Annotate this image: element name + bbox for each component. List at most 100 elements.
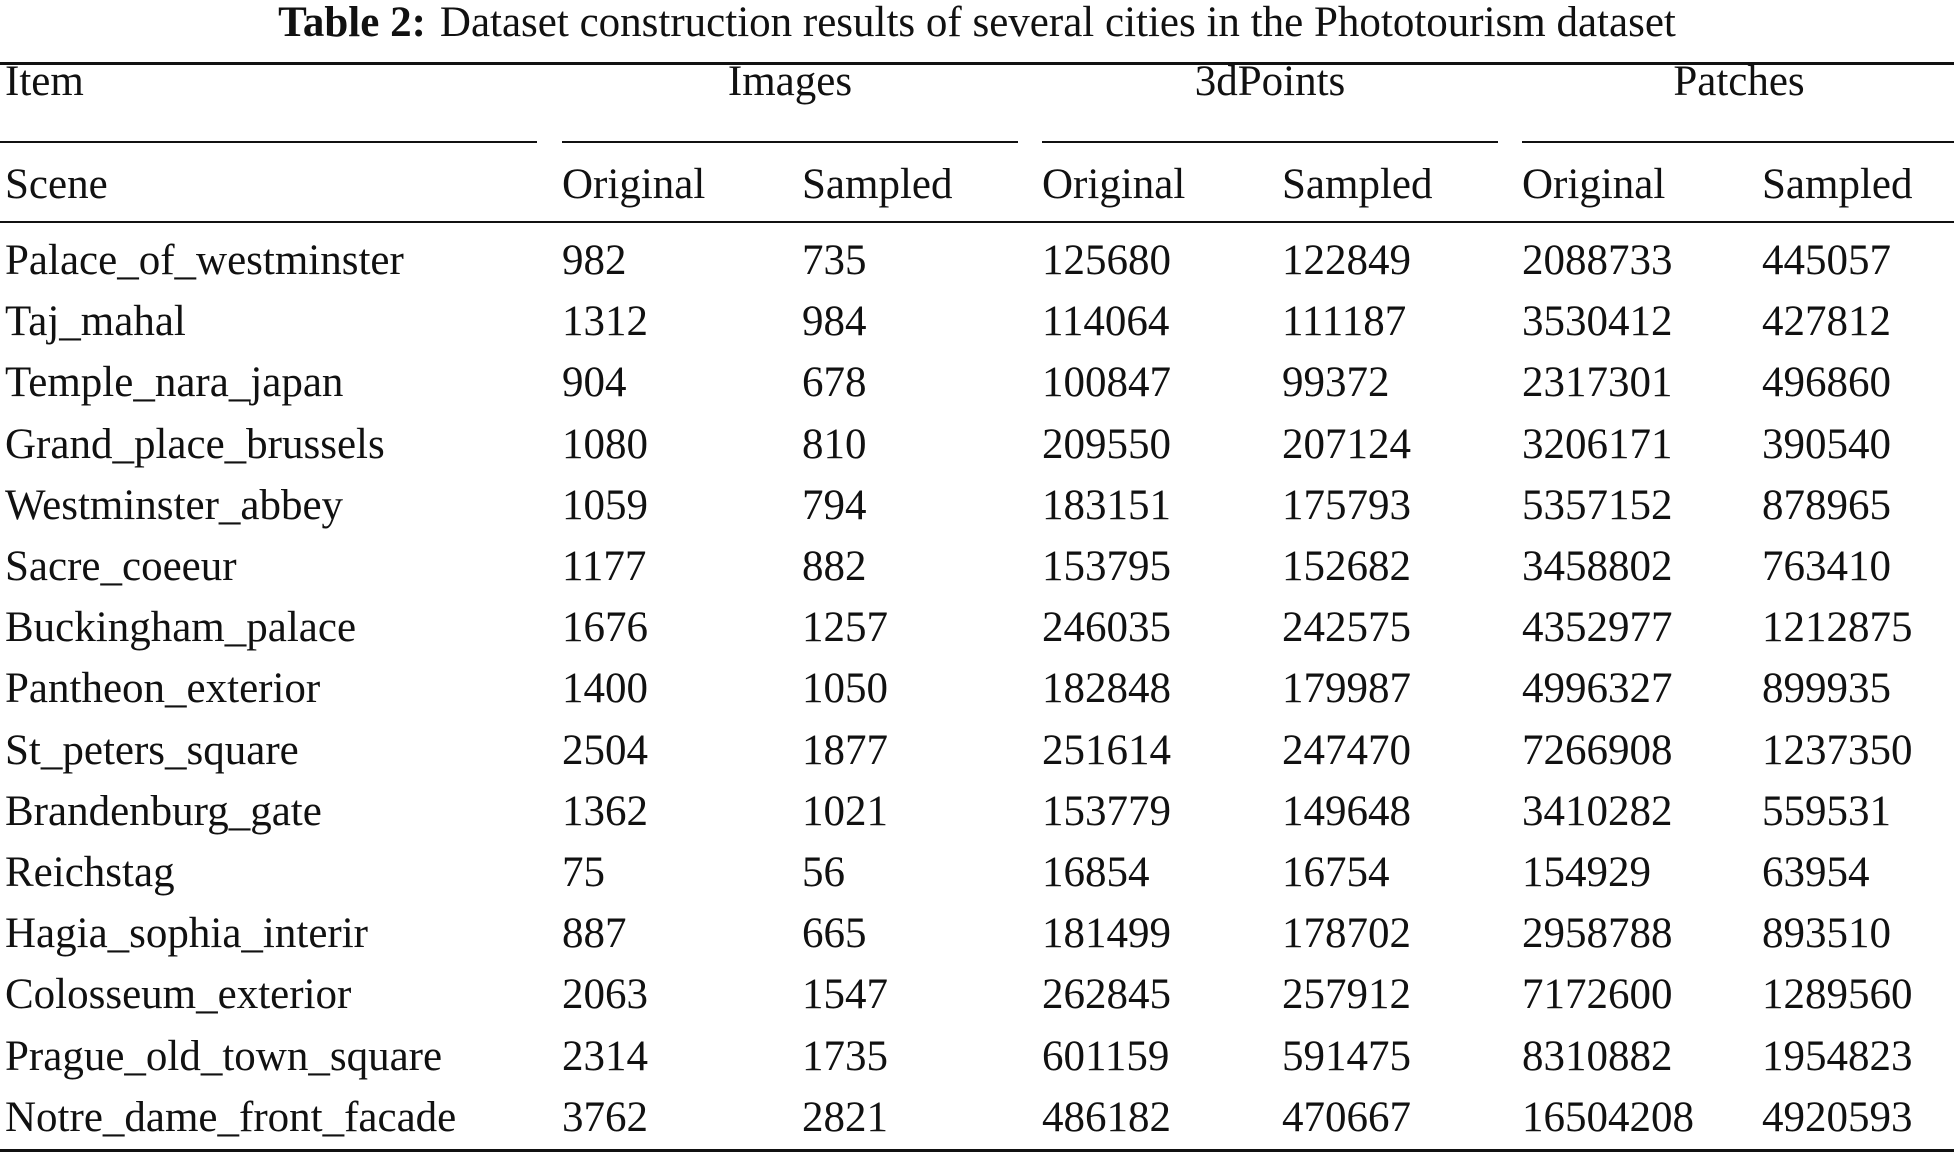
cell-scene: Brandenburg_gate [5,788,322,835]
cell-images-original: 887 [562,910,627,957]
cell-patches-original: 3206171 [1522,421,1673,468]
cell-images-original: 1312 [562,298,648,345]
header-rule [0,221,1954,223]
cell-patches-original: 3458802 [1522,543,1673,590]
cell-3dpoints-sampled: 242575 [1282,604,1411,651]
cell-3dpoints-original: 153779 [1042,788,1171,835]
table-caption: Table 2: Dataset construction results of … [0,0,1954,56]
cell-scene: St_peters_square [5,727,299,774]
patches-group-rule [1522,141,1954,143]
cell-3dpoints-original: 262845 [1042,971,1171,1018]
cell-patches-sampled: 445057 [1762,237,1891,284]
cell-images-original: 3762 [562,1094,648,1141]
cell-images-original: 2063 [562,971,648,1018]
cell-patches-sampled: 763410 [1762,543,1891,590]
cell-patches-sampled: 4920593 [1762,1094,1913,1141]
header-group-images: Images [727,58,853,105]
cell-patches-sampled: 899935 [1762,665,1891,712]
cell-3dpoints-sampled: 257912 [1282,971,1411,1018]
cell-images-original: 2504 [562,727,648,774]
cell-images-sampled: 2821 [802,1094,888,1141]
cell-scene: Reichstag [5,849,175,896]
cell-3dpoints-sampled: 111187 [1282,298,1407,345]
cell-images-original: 982 [562,237,627,284]
cell-patches-original: 8310882 [1522,1033,1673,1080]
top-rule [0,62,1954,65]
cell-images-sampled: 735 [802,237,867,284]
cell-patches-sampled: 63954 [1762,849,1870,896]
cell-3dpoints-original: 246035 [1042,604,1171,651]
cell-images-sampled: 678 [802,359,867,406]
cell-images-original: 1059 [562,482,648,529]
cell-patches-original: 5357152 [1522,482,1673,529]
table-caption-label: Table 2: [278,0,426,46]
cell-3dpoints-original: 182848 [1042,665,1171,712]
cell-3dpoints-sampled: 16754 [1282,849,1390,896]
cell-images-original: 2314 [562,1033,648,1080]
cell-3dpoints-original: 209550 [1042,421,1171,468]
cell-patches-original: 7266908 [1522,727,1673,774]
cell-patches-original: 2088733 [1522,237,1673,284]
cell-scene: Pantheon_exterior [5,665,321,712]
cell-images-original: 75 [562,849,605,896]
subheader-images-sampled: Sampled [802,161,953,208]
header-group-3dpoints: 3dPoints [1194,58,1346,105]
cell-patches-sampled: 878965 [1762,482,1891,529]
images-group-rule [562,141,1018,143]
cell-scene: Buckingham_palace [5,604,357,651]
cell-images-sampled: 665 [802,910,867,957]
cell-scene: Taj_mahal [5,298,186,345]
cell-images-sampled: 1735 [802,1033,888,1080]
cell-images-sampled: 56 [802,849,845,896]
cell-3dpoints-original: 114064 [1042,298,1170,345]
cell-patches-original: 2958788 [1522,910,1673,957]
cell-patches-sampled: 1212875 [1762,604,1913,651]
cell-patches-original: 7172600 [1522,971,1673,1018]
header-group-patches: Patches [1673,58,1805,105]
cell-images-original: 1676 [562,604,648,651]
cell-images-sampled: 794 [802,482,867,529]
cell-3dpoints-sampled: 152682 [1282,543,1411,590]
subheader-patches-original: Original [1522,161,1666,208]
cell-images-original: 1177 [562,543,647,590]
cell-images-sampled: 1877 [802,727,888,774]
cell-patches-original: 3530412 [1522,298,1673,345]
cell-3dpoints-original: 125680 [1042,237,1171,284]
cell-3dpoints-sampled: 247470 [1282,727,1411,774]
cell-3dpoints-original: 153795 [1042,543,1171,590]
cell-3dpoints-sampled: 99372 [1282,359,1390,406]
cell-3dpoints-original: 181499 [1042,910,1171,957]
cell-patches-sampled: 893510 [1762,910,1891,957]
cell-scene: Palace_of_westminster [5,237,404,284]
cell-3dpoints-sampled: 122849 [1282,237,1411,284]
cell-3dpoints-sampled: 591475 [1282,1033,1411,1080]
cell-patches-original: 2317301 [1522,359,1673,406]
cell-patches-original: 16504208 [1522,1094,1694,1141]
cell-3dpoints-sampled: 149648 [1282,788,1411,835]
cell-scene: Westminster_abbey [5,482,344,529]
cell-images-original: 1362 [562,788,648,835]
cell-3dpoints-sampled: 178702 [1282,910,1411,957]
cell-patches-original: 4996327 [1522,665,1673,712]
bottom-rule [0,1149,1954,1152]
cell-patches-original: 4352977 [1522,604,1673,651]
cell-patches-sampled: 559531 [1762,788,1891,835]
cell-images-sampled: 882 [802,543,867,590]
cell-patches-sampled: 390540 [1762,421,1891,468]
cell-3dpoints-original: 16854 [1042,849,1150,896]
cell-patches-sampled: 496860 [1762,359,1891,406]
subheader-3dpoints-sampled: Sampled [1282,161,1433,208]
cell-3dpoints-sampled: 470667 [1282,1094,1411,1141]
cell-scene: Temple_nara_japan [5,359,344,406]
cell-scene: Sacre_coeeur [5,543,237,590]
cell-3dpoints-original: 183151 [1042,482,1171,529]
header-scene: Scene [5,161,108,208]
subheader-3dpoints-original: Original [1042,161,1186,208]
cell-patches-sampled: 1289560 [1762,971,1913,1018]
cell-patches-sampled: 1954823 [1762,1033,1913,1080]
cell-3dpoints-original: 100847 [1042,359,1171,406]
cell-images-sampled: 810 [802,421,867,468]
subheader-patches-sampled: Sampled [1762,161,1913,208]
cell-patches-original: 154929 [1522,849,1651,896]
